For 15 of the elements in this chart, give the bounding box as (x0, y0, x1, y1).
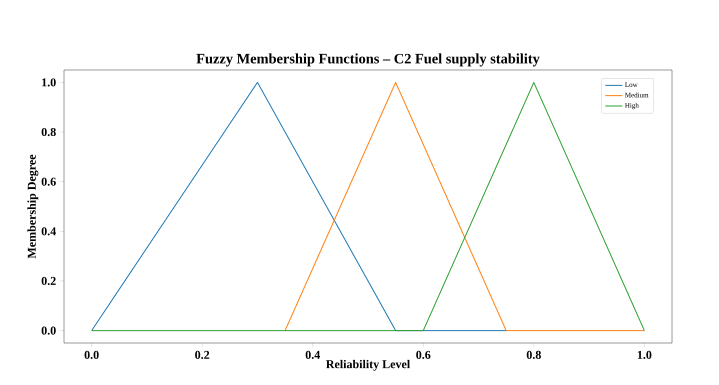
y-tick-label: 0.8 (42, 128, 56, 136)
y-tick-label: 0.2 (42, 276, 56, 286)
x-tick-label: 0.4 (306, 350, 320, 359)
y-axis-title: Membership Degree (27, 154, 38, 258)
x-tick-label: 1.0 (638, 350, 652, 359)
x-tick-label: 0.2 (195, 350, 210, 359)
y-tick-label: 1.0 (42, 78, 56, 86)
y-tick-label: 0.4 (42, 227, 56, 236)
x-axis-title: Reliability Level (326, 360, 410, 371)
y-tick-label: 0.0 (42, 326, 56, 335)
x-tick-label: 0.6 (416, 350, 430, 359)
x-tick-label: 0.8 (526, 350, 541, 359)
x-tick-label: 0.0 (84, 350, 99, 359)
y-tick-label: 0.6 (42, 178, 56, 186)
chart-title: Fuzzy Membership Functions – C2 Fuel supply stability (196, 53, 540, 66)
